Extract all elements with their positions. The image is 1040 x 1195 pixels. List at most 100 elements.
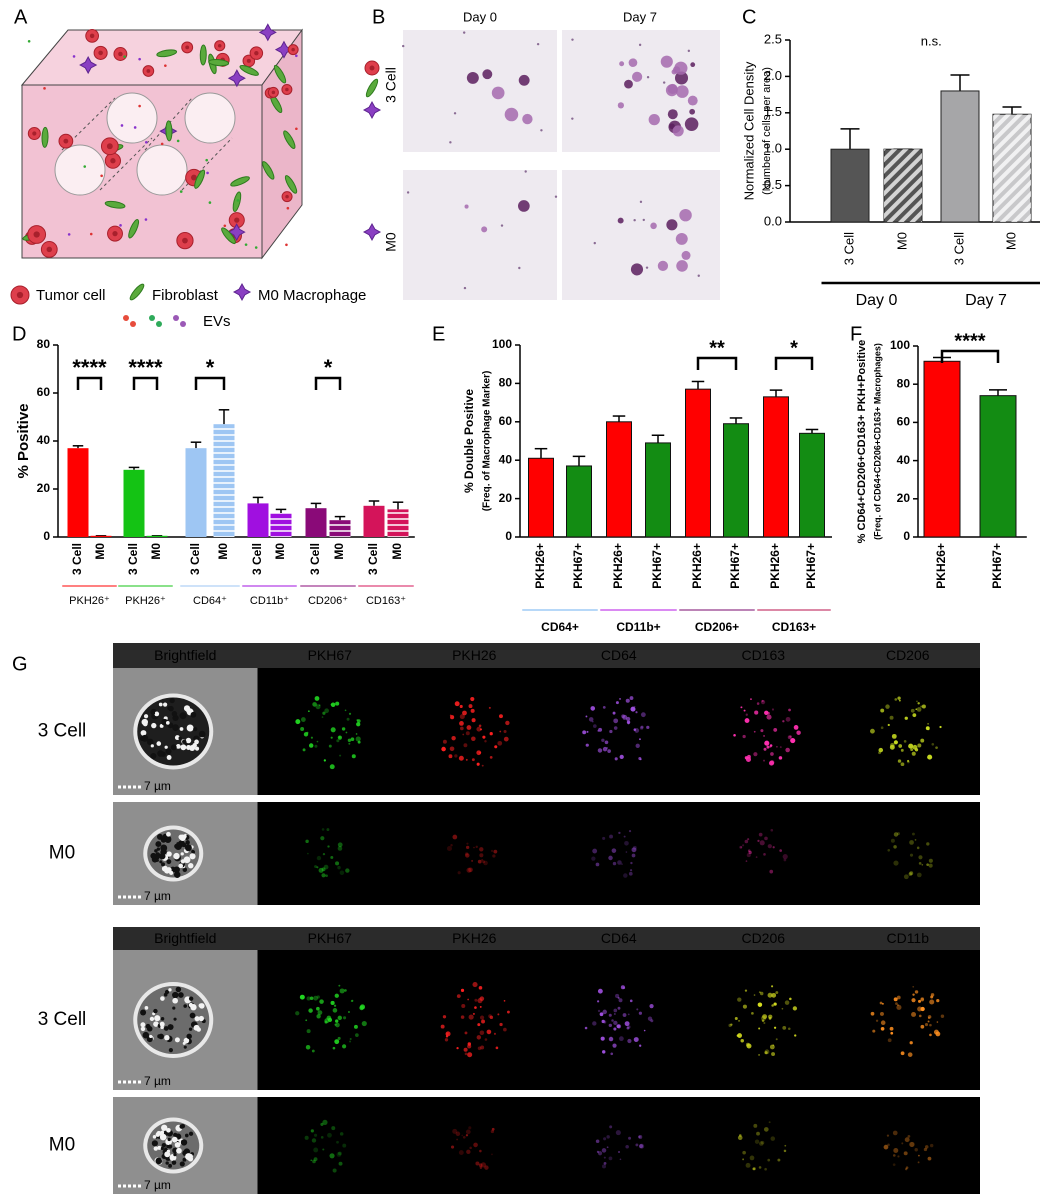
fluor-spot (757, 839, 760, 843)
cell-texture (160, 1146, 164, 1151)
cell-texture (179, 727, 184, 731)
debris (638, 43, 642, 47)
row-label: M0 (49, 1135, 75, 1156)
cell-texture (160, 1025, 164, 1030)
bar (923, 360, 961, 538)
ev (27, 39, 31, 43)
fluor-spot (911, 1011, 917, 1017)
fluor-spot (328, 744, 332, 748)
fluor-spot (928, 858, 933, 863)
stained-cell (518, 200, 530, 212)
fluor-spot (468, 867, 473, 873)
fluor-spot (894, 698, 898, 701)
tumor-nucleus (191, 174, 197, 181)
bar-hatch (884, 149, 922, 222)
cell-texture (165, 720, 170, 725)
x-tick-label: PKH67+ (650, 543, 664, 589)
fluor-spot (499, 730, 502, 733)
fluor-spot (885, 704, 890, 709)
fluor-spot (753, 752, 758, 757)
bar (123, 469, 145, 537)
fluor-spot (916, 872, 922, 878)
tumor-nucleus (285, 87, 289, 92)
macrophage (274, 40, 293, 59)
cell-texture (154, 711, 160, 717)
cell-texture (190, 711, 197, 718)
fluor-spot (588, 717, 594, 722)
fluor-spot (337, 1015, 342, 1021)
y-tick-label: 80 (499, 376, 513, 390)
fluor-spot (339, 754, 342, 757)
fluor-spot (321, 873, 326, 878)
significance-bracket (314, 376, 342, 390)
fluor-spot (337, 1036, 341, 1040)
fluor-spot (351, 754, 356, 759)
fluor-spot (445, 1035, 449, 1038)
fluor-spot (357, 740, 361, 744)
fluor-spot (745, 1162, 751, 1168)
fluor-spot (318, 704, 321, 707)
fluor-spot (742, 1150, 746, 1155)
y-tick-label: 100 (492, 337, 512, 351)
cell-texture (160, 1130, 165, 1135)
cell-texture (154, 849, 158, 853)
cell-texture (149, 1016, 155, 1022)
fluor-spot (889, 744, 895, 750)
fluor-spot (639, 726, 644, 730)
ev (144, 218, 148, 221)
fluor-spot (489, 732, 493, 736)
ev (285, 243, 288, 247)
fluor-spot (601, 1019, 605, 1024)
fluor-spot (582, 730, 587, 735)
bar (90, 535, 112, 537)
y-tick-label: 40 (499, 452, 513, 466)
fluor-spot (635, 1143, 639, 1147)
fibroblast (365, 78, 379, 98)
fluor-spot (929, 1033, 932, 1037)
cell-texture (189, 1012, 196, 1019)
fluor-spot (928, 863, 933, 868)
fluor-spot (475, 845, 478, 849)
fluor-spot (909, 871, 914, 876)
significance-label: **** (954, 330, 985, 352)
fluor-spot (503, 999, 506, 1002)
fluor-spot (322, 1119, 328, 1125)
cell-texture (157, 1034, 162, 1039)
fluor-spot (897, 1155, 900, 1158)
ev (43, 87, 46, 90)
fluor-spot (498, 714, 503, 719)
fluor-spot (598, 727, 603, 732)
fluor-spot (629, 999, 633, 1003)
fluor-spot (890, 838, 895, 843)
y-tick-label: 20 (499, 491, 513, 505)
cell-texture (188, 996, 194, 1001)
fluor-spot (915, 708, 918, 711)
fluor-spot (879, 1011, 884, 1016)
fluor-spot (339, 988, 345, 994)
fluor-spot (893, 832, 899, 837)
fluor-spot (914, 1148, 918, 1152)
fluor-spot (896, 1004, 902, 1010)
fluor-spot (755, 856, 758, 859)
fluor-spot (626, 1026, 630, 1030)
fluor-spot (316, 855, 322, 861)
cell-texture (166, 831, 171, 837)
fluor-spot (310, 1129, 314, 1133)
fluor-spot (935, 1031, 941, 1037)
cell-texture (161, 862, 166, 867)
significance-bracket (132, 376, 159, 390)
fluor-spot (898, 699, 901, 702)
fluor-spot (330, 727, 336, 733)
significance-label: **** (128, 355, 163, 380)
debris (536, 42, 540, 46)
cell-texture (150, 744, 154, 748)
legend-text: Tumor cell (36, 287, 105, 304)
fibroblast (230, 176, 250, 187)
fluor-spot (458, 755, 464, 761)
fluor-spot (622, 1013, 627, 1017)
debris (500, 224, 504, 227)
fluor-spot (916, 707, 922, 712)
fluor-spot (459, 714, 465, 720)
fluor-spot (347, 1011, 350, 1013)
